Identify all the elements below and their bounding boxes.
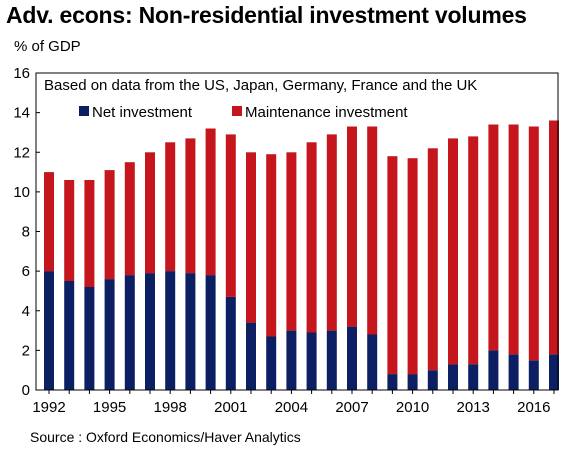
bar-net-2017 [549,354,559,390]
bar-net-2006 [326,330,337,390]
bar-maintenance-2009 [387,156,398,375]
legend-swatch-net [79,106,89,116]
bar-net-2013 [468,364,479,390]
bar-net-2014 [488,350,499,390]
bar-net-1995 [104,279,115,390]
x-tick-label: 2010 [396,399,429,416]
bar-maintenance-1993 [64,180,75,281]
legend-swatch-maintenance [232,106,242,116]
bar-maintenance-2007 [347,126,357,327]
x-axis: 1992 1995 1998 2001 2004 2007 2010 2013 2016 [32,390,555,416]
legend-label-maintenance: Maintenance investment [245,104,408,121]
bar-net-1996 [124,275,135,390]
plot-frame [35,72,559,391]
y-tick-label: 14 [13,105,30,122]
bar-net-2016 [528,360,539,390]
chart-title: Adv. econs: Non-residential investment v… [6,2,527,28]
y-tick-label: 6 [22,263,30,280]
bar-net-1997 [145,273,155,390]
bar-maintenance-2005 [306,142,317,333]
bar-net-1999 [185,273,196,390]
bar-net-2001 [225,296,236,390]
bar-maintenance-2016 [528,126,539,361]
bar-net-2009 [387,374,398,390]
bar-net-2003 [266,336,277,390]
y-tick-label: 8 [22,224,30,241]
bar-net-2011 [427,370,438,390]
x-tick-label: 2016 [517,399,550,416]
bar-maintenance-2013 [468,136,479,365]
bar-maintenance-1996 [124,162,135,276]
bar-net-1993 [64,281,75,390]
bar-maintenance-2001 [225,134,236,297]
y-tick-label: 16 [13,65,30,82]
y-tick-label: 12 [13,144,30,161]
legend: Net investment Maintenance investment [79,104,408,121]
bar-net-2010 [407,374,418,390]
y-axis-unit-label: % of GDP [14,38,81,55]
bar-maintenance-2002 [246,152,256,323]
bar-net-1998 [165,271,176,390]
y-tick-label: 4 [22,303,30,320]
chart-subtitle: Based on data from the US, Japan, German… [44,77,477,94]
bar-maintenance-2010 [407,158,418,375]
bar-net-1992 [44,271,54,390]
bar-net-2005 [306,332,317,390]
x-tick-label: 1992 [32,399,65,416]
bar-maintenance-1999 [185,138,196,274]
bar-net-2000 [205,275,216,390]
y-tick-label: 0 [22,382,30,399]
x-tick-label: 2001 [214,399,247,416]
bars-group [44,120,559,390]
bar-maintenance-2011 [427,148,438,371]
bar-net-2002 [246,322,256,390]
y-axis: 0 2 4 6 8 10 12 14 16 [13,65,40,399]
legend-label-net: Net investment [92,104,193,121]
x-tick-label: 1998 [154,399,187,416]
bar-maintenance-2012 [448,138,458,365]
bar-net-2015 [508,354,519,390]
bar-maintenance-1992 [44,172,54,272]
bar-maintenance-2003 [266,154,277,337]
bar-maintenance-2014 [488,124,499,351]
bar-maintenance-2017 [549,120,559,355]
bar-net-1994 [84,287,95,390]
bar-net-2007 [347,326,357,390]
y-tick-label: 10 [13,184,30,201]
bar-maintenance-2015 [508,124,519,355]
x-tick-label: 2013 [457,399,490,416]
bar-net-2008 [367,334,378,390]
x-tick-label: 2007 [335,399,368,416]
bar-net-2012 [448,364,458,390]
bar-net-2004 [286,330,297,390]
bar-maintenance-1997 [145,152,155,274]
source-note: Source : Oxford Economics/Haver Analytic… [30,429,301,445]
bar-maintenance-1994 [84,180,95,287]
bar-maintenance-1995 [104,170,115,280]
bar-maintenance-2004 [286,152,297,331]
bar-maintenance-2000 [205,128,216,276]
bar-maintenance-2008 [367,126,378,335]
bar-maintenance-2006 [326,134,337,331]
y-tick-label: 2 [22,342,30,359]
x-tick-label: 2004 [275,399,308,416]
bar-maintenance-1998 [165,142,176,272]
x-tick-label: 1995 [93,399,126,416]
